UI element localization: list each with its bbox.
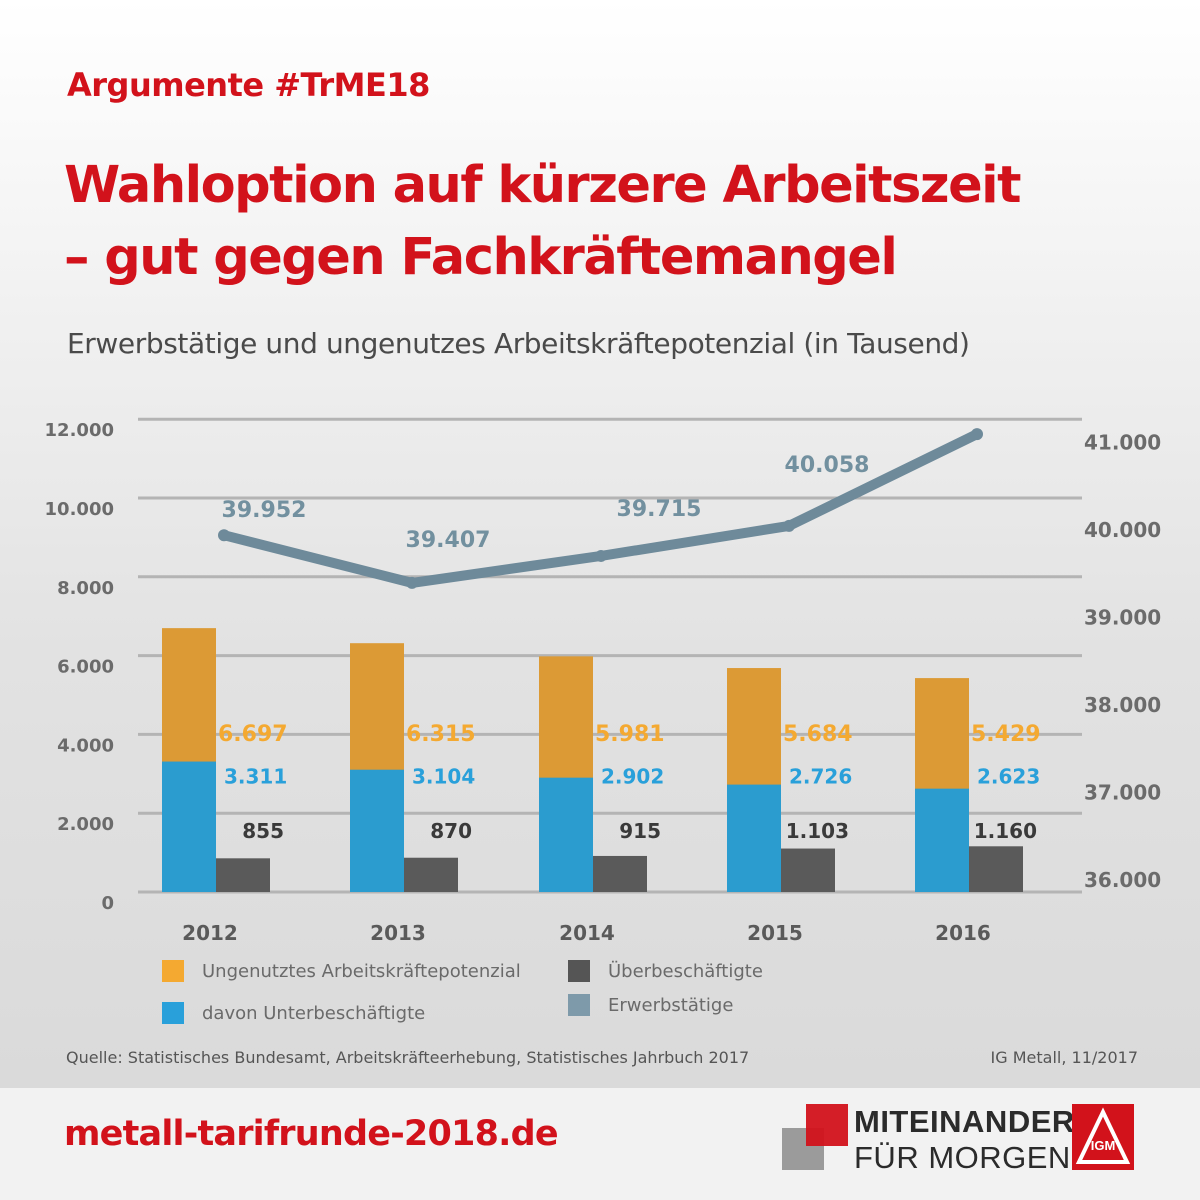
y-axis-right-tick-label: 36.000: [1084, 868, 1161, 892]
legend-item-ueberbeschaeftigte: Überbeschäftigte: [568, 960, 763, 982]
legend-item-erwerbstaetige: Erwerbstätige: [568, 994, 733, 1016]
y-axis-left-tick-label: 8.000: [57, 578, 114, 599]
data-label-ungenutztes-2016: 5.429: [971, 722, 1041, 747]
kicker: Argumente #TrME18: [67, 66, 430, 104]
data-label-unterbeschaeftigte-2016: 2.623: [977, 765, 1040, 789]
y-axis-left-tick-label: 6.000: [57, 657, 114, 678]
brand-slogan-line-2: FÜR MORGEN: [854, 1140, 1071, 1175]
legend-label-erwerbstaetige: Erwerbstätige: [608, 994, 734, 1016]
headline: Wahloption auf kürzere Arbeitszeit – gut…: [64, 150, 1022, 294]
bar-ueberbeschaeftigte-2013: [404, 857, 458, 892]
legend-label-unterbeschaeftigte: davon Unterbeschäftigte: [202, 1002, 426, 1024]
y-axis-left-tick-label: 4.000: [57, 735, 114, 756]
data-label-unterbeschaeftigte-2012: 3.311: [224, 765, 287, 789]
data-label-ungenutztes-2013: 6.315: [406, 722, 476, 747]
credit-note: IG Metall, 11/2017: [990, 1048, 1138, 1067]
source-note: Quelle: Statistisches Bundesamt, Arbeits…: [66, 1048, 750, 1067]
y-axis-right-tick-label: 38.000: [1084, 693, 1161, 717]
bar-unterbeschaeftigte-2014: [539, 777, 593, 892]
x-axis-tick-label: 2016: [935, 921, 991, 945]
data-label-erwerbstaetige-2015: 40.058: [785, 453, 870, 478]
data-label-erwerbstaetige-2012: 39.952: [222, 498, 307, 523]
bar-unterbeschaeftigte-2015: [727, 784, 781, 892]
bar-unterbeschaeftigte-2012: [162, 761, 216, 892]
point-erwerbstaetige-2013: [406, 576, 418, 589]
bar-unterbeschaeftigte-2013: [350, 769, 404, 892]
point-erwerbstaetige-2014: [595, 549, 607, 562]
legend-swatch-blue: [162, 1002, 184, 1024]
legend-swatch-dark: [568, 960, 590, 982]
chart-panel: [0, 0, 1200, 1088]
point-erwerbstaetige-2012: [218, 529, 230, 542]
campaign-url-link[interactable]: metall-tarifrunde-2018.de: [64, 1114, 559, 1154]
y-axis-right-tick-label: 41.000: [1084, 431, 1161, 455]
data-label-unterbeschaeftigte-2013: 3.104: [412, 765, 475, 789]
y-axis-right-tick-label: 39.000: [1084, 606, 1161, 630]
y-axis-left-tick-label: 12.000: [45, 420, 114, 441]
brand-slogan: MITEINANDER FÜR MORGEN: [854, 1104, 1075, 1176]
logo-text: IGM: [1091, 1138, 1116, 1153]
headline-line-1: Wahloption auf kürzere Arbeitszeit: [64, 156, 1022, 215]
data-label-ueberbeschaeftigte-2016: 1.160: [974, 819, 1037, 843]
ig-metall-logo-icon: IGM: [1072, 1104, 1134, 1170]
data-label-ueberbeschaeftigte-2015: 1.103: [786, 819, 849, 843]
legend-label-ueberbeschaeftigte: Überbeschäftigte: [608, 960, 763, 982]
data-label-erwerbstaetige-2014: 39.715: [617, 497, 702, 522]
bar-ueberbeschaeftigte-2014: [593, 855, 647, 892]
brand-slogan-line-1: MITEINANDER: [854, 1104, 1075, 1139]
legend-swatch-orange: [162, 960, 184, 982]
point-erwerbstaetige-2016: [971, 428, 983, 441]
bar-ueberbeschaeftigte-2016: [969, 846, 1023, 892]
point-erwerbstaetige-2015: [783, 519, 795, 532]
data-label-ueberbeschaeftigte-2012: 855: [242, 819, 284, 843]
legend-label-ungenutztes: Ungenutztes Arbeitskräftepotenzial: [202, 960, 521, 982]
x-axis-tick-label: 2012: [182, 921, 238, 945]
data-label-ungenutztes-2014: 5.981: [595, 722, 665, 747]
bar-ueberbeschaeftigte-2012: [216, 858, 270, 892]
x-axis-tick-label: 2013: [370, 921, 426, 945]
x-axis-tick-label: 2015: [747, 921, 803, 945]
brand-square-red: [806, 1104, 848, 1146]
y-axis-left-tick-label: 10.000: [45, 499, 114, 520]
brand-block: MITEINANDER FÜR MORGEN IGM: [782, 1104, 1142, 1176]
data-label-unterbeschaeftigte-2015: 2.726: [789, 765, 852, 789]
data-label-ueberbeschaeftigte-2013: 870: [430, 819, 472, 843]
chart: 0 2.000 4.000 6.000 8.000 10.000 12.000 36.000 3…: [45, 395, 1162, 945]
x-axis-tick-label: 2014: [559, 921, 615, 945]
headline-line-2: – gut gegen Fachkräftemangel: [64, 228, 898, 287]
data-label-ungenutztes-2012: 6.697: [218, 722, 288, 747]
data-label-unterbeschaeftigte-2014: 2.902: [601, 765, 664, 789]
legend-swatch-steel: [568, 994, 590, 1016]
y-axis-right-tick-label: 37.000: [1084, 781, 1161, 805]
data-label-ueberbeschaeftigte-2014: 915: [619, 819, 661, 843]
y-axis-left-tick-label: 2.000: [57, 814, 114, 835]
data-label-erwerbstaetige-2016: 41.107: [977, 395, 1062, 396]
chart-subtitle: Erwerbstätige und ungenutzes Arbeitskräf…: [67, 327, 970, 360]
y-axis-right-tick-label: 40.000: [1084, 518, 1161, 542]
y-axis-left-tick-label: 0: [101, 893, 114, 914]
data-label-erwerbstaetige-2013: 39.407: [406, 528, 491, 553]
logo-triangle: [1075, 1107, 1131, 1164]
bar-ueberbeschaeftigte-2015: [781, 848, 835, 892]
legend-item-ungenutztes: Ungenutztes Arbeitskräftepotenzial: [162, 960, 521, 982]
legend-item-unterbeschaeftigte: davon Unterbeschäftigte: [162, 1002, 425, 1024]
data-label-ungenutztes-2015: 5.684: [783, 722, 853, 747]
bar-unterbeschaeftigte-2016: [915, 788, 969, 892]
